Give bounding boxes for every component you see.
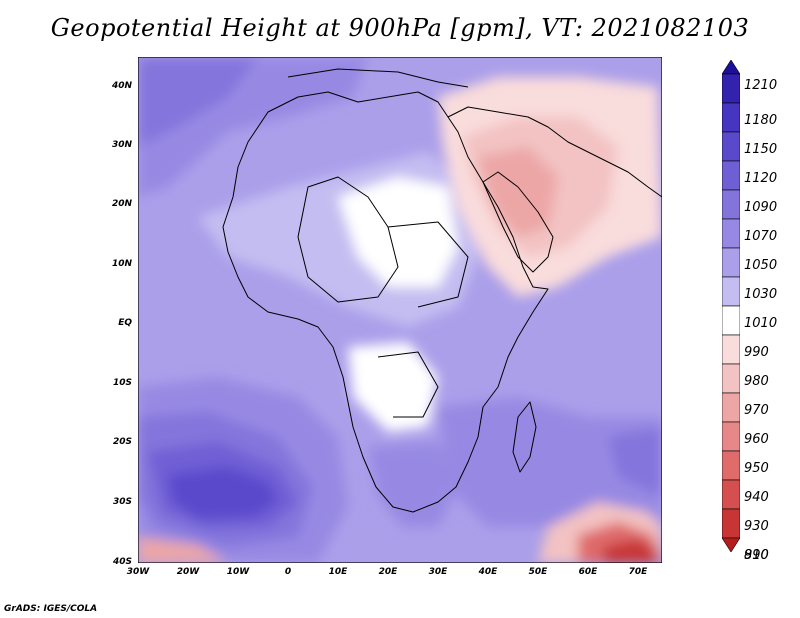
- colorbar-swatch: [722, 131, 740, 162]
- field-990-sahel: [338, 177, 458, 287]
- colorbar-label: 890: [744, 548, 769, 563]
- lon-label-30e: 30E: [428, 567, 448, 577]
- lat-label-20s: 20S: [112, 437, 132, 447]
- field-910-southern-low: [603, 539, 658, 563]
- footer-credit: GrADS: IGES/COLA: [4, 604, 98, 614]
- colorbar-bottom-arrow: [722, 537, 740, 552]
- colorbar-swatch: [722, 363, 740, 394]
- colorbar-label: 980: [744, 374, 769, 389]
- lat-label-40s: 40S: [112, 557, 132, 567]
- lon-label-60e: 60E: [578, 567, 598, 577]
- middle-east-coast: [447, 106, 662, 198]
- lat-label-30n: 30N: [111, 140, 132, 150]
- arabian-peninsula: [482, 171, 554, 273]
- country-borders-south: [377, 351, 439, 418]
- colorbar-label: 1090: [744, 200, 778, 215]
- lat-label-40n: 40N: [111, 81, 132, 91]
- lat-label-20n: 20N: [111, 199, 132, 209]
- lon-label-10w: 10W: [226, 567, 250, 577]
- coastlines: [222, 68, 662, 513]
- lon-label-30w: 30W: [126, 567, 150, 577]
- lon-label-70e: 70E: [628, 567, 648, 577]
- colorbar-label: 1120: [744, 171, 778, 186]
- colorbar-label: 970: [744, 403, 769, 418]
- colorbar-label: 1210: [744, 78, 778, 93]
- lat-label-eq: EQ: [118, 318, 132, 328]
- lon-label-20e: 20E: [378, 567, 398, 577]
- europe-coast: [287, 68, 469, 88]
- lat-label-30s: 30S: [112, 497, 132, 507]
- colorbar-swatch: [722, 247, 740, 278]
- field-1070-north-atlantic: [138, 57, 258, 147]
- colorbar-swatch: [722, 276, 740, 307]
- colorbar-swatch: [722, 305, 740, 336]
- colorbar-label: 940: [744, 490, 769, 505]
- colorbar-top-arrow: [722, 60, 740, 75]
- colorbar-swatch: [722, 189, 740, 220]
- map-panel: [138, 57, 662, 563]
- colorbar-swatch: [722, 73, 740, 104]
- colorbar-label: 1030: [744, 287, 778, 302]
- lon-label-10e: 10E: [328, 567, 348, 577]
- chart-title: Geopotential Height at 900hPa [gpm], VT:…: [50, 14, 750, 42]
- field-1050-indian-ocean: [438, 397, 662, 527]
- colorbar-label: 990: [744, 345, 769, 360]
- lat-label-10s: 10S: [112, 378, 132, 388]
- colorbar-swatch: [722, 102, 740, 133]
- colorbar-swatch: [722, 508, 740, 539]
- field-960-arabia-core: [478, 147, 558, 237]
- lon-label-40e: 40E: [478, 567, 498, 577]
- colorbar-label: 1150: [744, 142, 778, 157]
- colorbar-label: 960: [744, 432, 769, 447]
- field-1050-southern-africa: [368, 442, 458, 527]
- colorbar: [722, 60, 740, 552]
- madagascar: [512, 401, 537, 473]
- colorbar-label: 1180: [744, 113, 778, 128]
- colorbar-swatch: [722, 334, 740, 365]
- colorbar-swatch: [722, 218, 740, 249]
- colorbar-label: 1010: [744, 316, 778, 331]
- colorbar-label: 910: [744, 548, 769, 563]
- field-990-central-africa: [348, 342, 438, 432]
- colorbar-swatch: [722, 392, 740, 423]
- field-1070-indian-ocean: [608, 427, 662, 497]
- colorbar-label: 950: [744, 461, 769, 476]
- lon-label-50e: 50E: [528, 567, 548, 577]
- lon-label-0: 0: [284, 567, 292, 577]
- colorbar-label: 1070: [744, 229, 778, 244]
- country-borders-central: [387, 221, 469, 308]
- lon-label-20w: 20W: [176, 567, 200, 577]
- colorbar-swatch: [722, 421, 740, 452]
- colorbar-swatch: [722, 479, 740, 510]
- field-1120-south-atlantic: [168, 467, 278, 519]
- lat-label-10n: 10N: [111, 259, 132, 269]
- colorbar-swatch: [722, 450, 740, 481]
- colorbar-swatch: [722, 160, 740, 191]
- colorbar-label: 1050: [744, 258, 778, 273]
- country-borders-west: [297, 176, 399, 303]
- africa-coastline: [222, 91, 549, 513]
- field-960-southwest-low: [138, 537, 228, 563]
- colorbar-label: 930: [744, 519, 769, 534]
